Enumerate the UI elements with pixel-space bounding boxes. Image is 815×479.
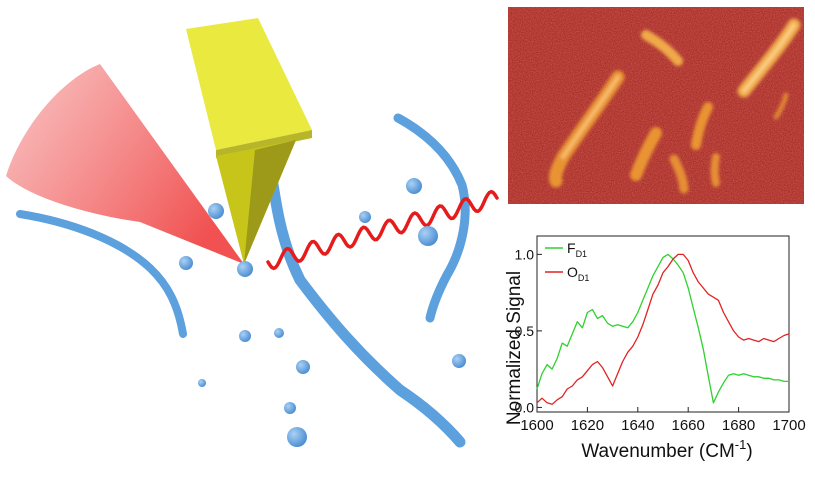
series-line-0 — [536, 253, 789, 404]
particle — [237, 261, 253, 277]
series-line-1 — [536, 253, 790, 405]
y-tick-label: 0.0 — [515, 399, 535, 415]
particle — [284, 402, 296, 414]
microscopy-feature — [669, 154, 689, 194]
y-axis-label: Normalized Signal — [504, 271, 525, 425]
x-axis-label-close: ) — [746, 441, 752, 462]
fiber-right — [393, 113, 470, 323]
ir-microscopy-image — [508, 7, 804, 204]
particle — [198, 379, 206, 387]
y-tick-label: 0.5 — [515, 323, 535, 339]
cantilever-tip-shade — [244, 140, 296, 264]
plot-frame — [536, 235, 790, 413]
particle — [359, 211, 371, 223]
x-axis-label-main: Wavenumber (CM — [581, 441, 734, 462]
microscopy-feature — [710, 153, 720, 187]
x-tick-label: 1660 — [672, 417, 705, 434]
fiber-center — [262, 144, 466, 448]
particle — [452, 354, 466, 368]
microscopy-feature — [561, 75, 620, 159]
particle — [418, 226, 438, 246]
particle — [296, 360, 310, 374]
particle — [406, 178, 422, 194]
x-tick-label: 1620 — [571, 417, 604, 434]
particle — [179, 256, 193, 270]
ir-wave — [266, 189, 499, 271]
x-tick-label: 1600 — [520, 417, 553, 434]
spectrum-chart: 1600 1620 1640 1660 1680 1700 0.0 0.5 1.0 Normal… — [504, 235, 806, 462]
x-tick-label: 1640 — [621, 417, 654, 434]
microscopy-feature — [691, 102, 713, 150]
microscopy-feature — [742, 23, 796, 93]
microscopy-feature — [641, 30, 683, 66]
x-tick-label: 1680 — [722, 417, 755, 434]
particle — [239, 330, 251, 342]
particles — [179, 178, 466, 447]
cantilever-side — [216, 130, 312, 158]
fiber-left — [16, 210, 187, 338]
particle — [274, 328, 284, 338]
x-axis-label-sup: -1 — [735, 437, 747, 452]
microscopy-feature — [630, 127, 662, 181]
microscopy-feature — [773, 92, 789, 120]
y-tick-label: 1.0 — [515, 246, 535, 262]
particle — [208, 203, 224, 219]
plot-ticks: 1600 1620 1640 1660 1680 1700 0.0 0.5 1.0 — [515, 246, 806, 434]
cantilever-top — [186, 18, 312, 150]
laser-beam-cone — [6, 64, 244, 264]
x-axis-label: Wavenumber (CM-1) — [581, 437, 752, 462]
legend: FD1 OD1 — [545, 240, 589, 283]
plot-lines — [536, 253, 790, 405]
plot-border — [536, 235, 790, 413]
legend-label-1: OD1 — [567, 264, 589, 283]
x-tick-label: 1700 — [772, 417, 805, 434]
legend-label-0: FD1 — [567, 240, 587, 259]
particle — [287, 427, 307, 447]
